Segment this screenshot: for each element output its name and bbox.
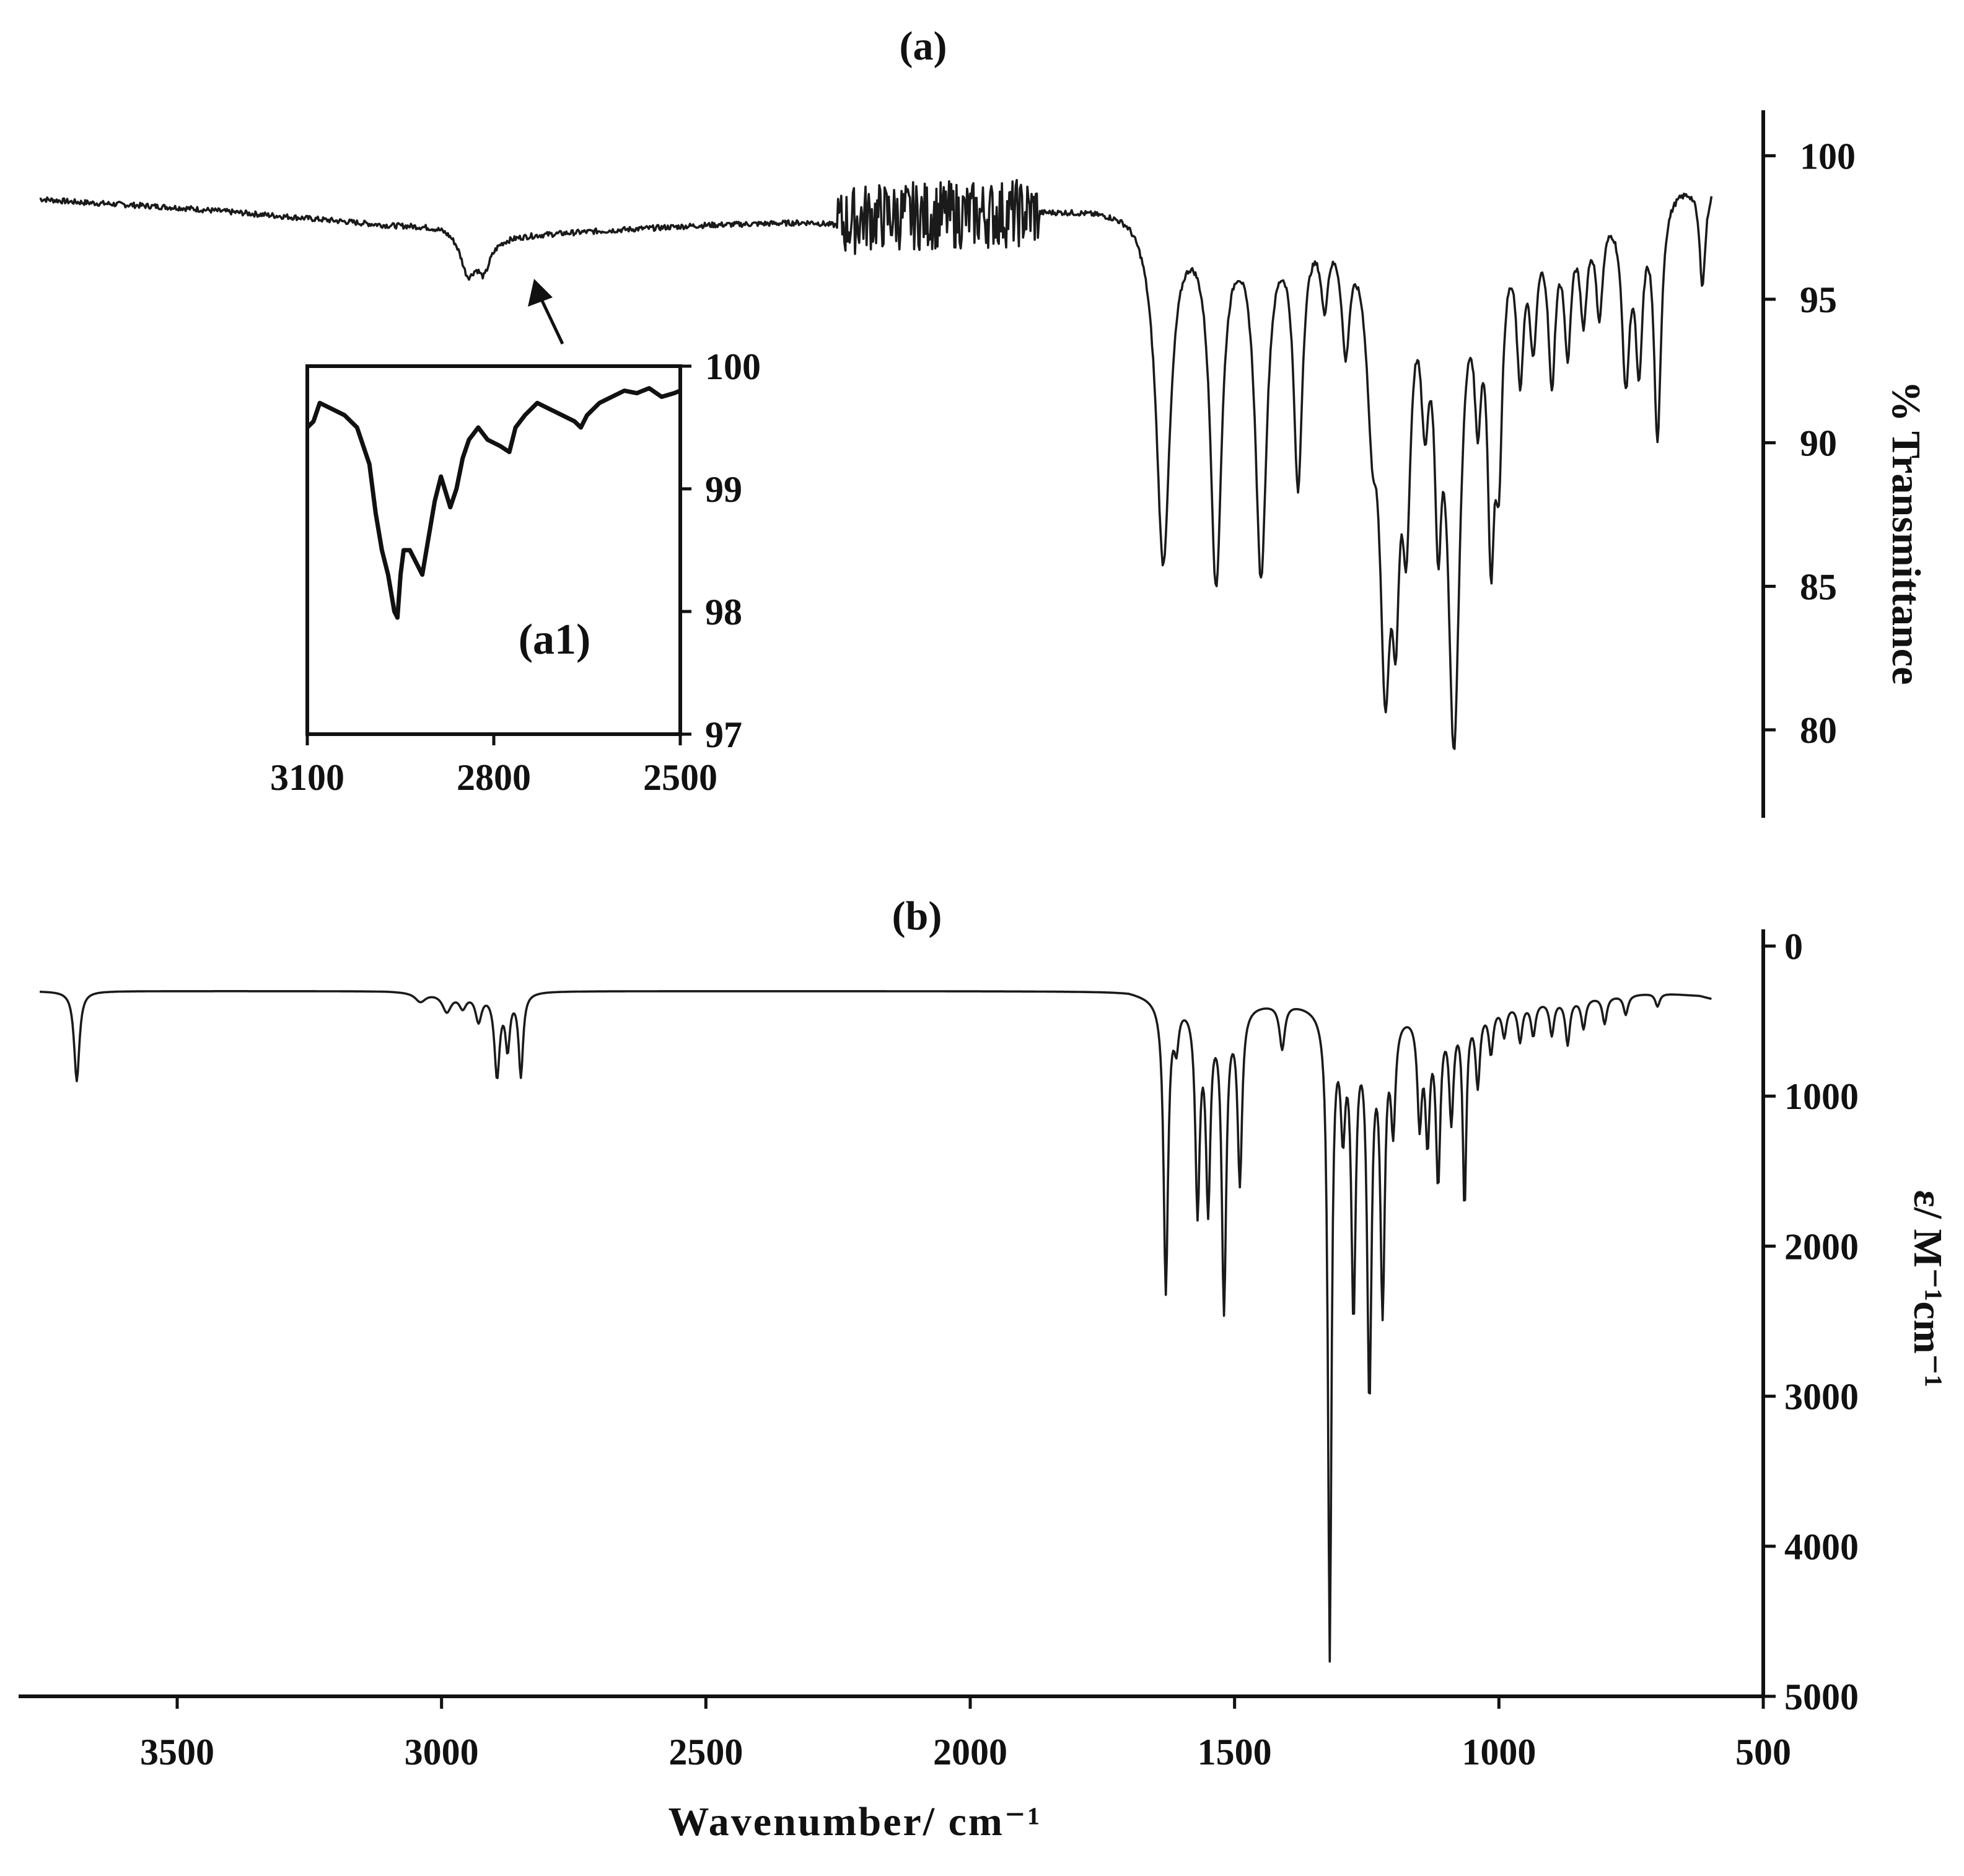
panel-b-y-tick-label: 2000 [1784,1226,1859,1267]
inset-x-ticks: 3100 2800 2500 [270,734,717,798]
panel-b-y-tick-label: 4000 [1784,1527,1859,1567]
panel-b-y-axis-title: ε/ M⁻¹cm⁻¹ [1905,1190,1950,1388]
x-tick-label: 500 [1735,1732,1791,1773]
spectrum-b-trace [40,990,1712,1663]
inset-y-tick-label: 98 [705,592,742,633]
panel-a-y-axis-title: % Transmittance [1883,381,1929,685]
x-tick-label: 2500 [669,1732,743,1773]
panel-b: (b) 0 1000 2000 3000 4000 5000 3500 3000 2500 20… [19,893,1950,1844]
panel-a-y-tick-label: 80 [1800,710,1837,751]
inset-x-tick-label: 3100 [270,757,344,798]
panel-a-y-tick-label: 90 [1800,423,1837,464]
panel-a-y-tick-label: 85 [1800,566,1837,607]
panel-a-y-tick-label: 95 [1800,279,1837,320]
inset-x-tick-label: 2800 [457,757,531,798]
inset-x-tick-label: 2500 [643,757,717,798]
inset-frame [305,364,682,736]
x-tick-label: 2000 [933,1732,1007,1773]
panel-a: (a) 80 85 90 95 100 % Transmittance [39,24,1929,818]
panel-b-y-tick-label: 3000 [1784,1377,1859,1418]
x-tick-label: 3000 [405,1732,479,1773]
inset-y-tick-label: 100 [705,346,761,387]
panel-b-y-tick-label: 0 [1784,926,1803,967]
panel-b-y-tick-label: 1000 [1784,1076,1859,1117]
inset-y-ticks: 97 98 99 100 [680,346,761,755]
inset-a1-trace [305,386,682,620]
inset-pointer-arrow [537,293,564,345]
x-axis-title: Wavenumber/ cm⁻¹ [668,1799,1041,1844]
x-tick-label: 1500 [1198,1732,1272,1773]
spectrum-a-trace [39,178,1713,750]
inset-pointer-arrowhead [528,279,553,307]
panel-b-title: (b) [892,893,942,939]
panel-a-y-tick-label: 100 [1800,136,1856,177]
x-tick-label: 3500 [140,1732,214,1773]
inset-y-tick-label: 99 [705,469,742,510]
panel-a-title: (a) [900,24,947,69]
x-tick-label: 1000 [1462,1732,1536,1773]
panel-b-y-ticks: 0 1000 2000 3000 4000 5000 [1763,926,1859,1717]
inset-a1-label: (a1) [519,616,591,664]
x-ticks: 3500 3000 2500 2000 1500 1000 500 [140,1696,1791,1773]
inset-a1: 97 98 99 100 3100 2800 2500 (a1) [270,346,761,798]
inset-y-tick-label: 97 [705,714,742,755]
panel-b-y-tick-label: 5000 [1784,1677,1859,1717]
panel-a-y-ticks: 80 85 90 95 100 [1763,136,1856,751]
